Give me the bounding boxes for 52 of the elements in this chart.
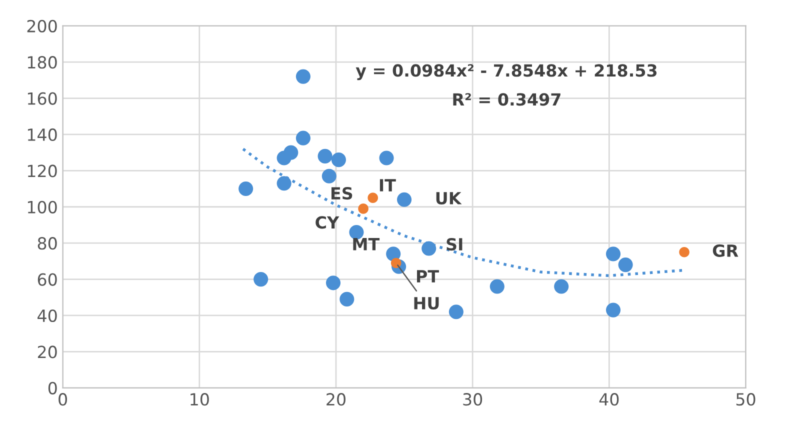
y-tick-label: 140	[28, 128, 57, 142]
annotation: HU	[414, 297, 439, 310]
x-tick-label: 30	[463, 393, 482, 406]
point	[554, 279, 569, 294]
point	[284, 145, 298, 160]
annotation: SI	[446, 238, 462, 251]
annotation: IT	[380, 179, 396, 192]
point	[349, 224, 364, 240]
point	[318, 148, 332, 164]
annotation: ES	[331, 187, 352, 200]
point	[254, 272, 268, 287]
x-tick-label: 10	[190, 393, 209, 406]
y-tick-label: 40	[38, 309, 57, 322]
x-tick-label: 50	[736, 393, 756, 406]
point	[296, 130, 310, 146]
point	[396, 192, 412, 207]
annotation: R² = 0.3497	[453, 93, 560, 106]
y-tick-label: 160	[28, 92, 57, 105]
y-tick-label: 200	[27, 20, 57, 32]
point	[368, 192, 378, 203]
point	[340, 292, 354, 306]
point	[322, 168, 336, 184]
y-tick-label: 20	[38, 346, 57, 358]
y-tick-label: 120	[28, 164, 57, 178]
point	[358, 204, 368, 214]
y-tick-label: 100	[28, 200, 57, 214]
annotation: CY	[316, 216, 340, 229]
point	[296, 69, 310, 84]
point	[331, 152, 346, 168]
point	[326, 276, 341, 290]
x-tick-label: 0	[58, 393, 67, 406]
y-tick-label: 0	[48, 382, 57, 394]
point	[422, 241, 436, 256]
point	[606, 302, 621, 318]
point	[276, 176, 292, 191]
x-tick-label: 20	[326, 393, 346, 406]
x-tick-label: 40	[599, 393, 619, 406]
point	[679, 246, 690, 258]
point	[618, 258, 633, 272]
point	[238, 181, 254, 196]
annotation: PT	[417, 270, 439, 282]
point	[490, 279, 504, 294]
annotation: y = 0.0984x² - 7.8548x + 218.53	[356, 64, 657, 80]
annotation: UK	[436, 192, 462, 204]
point	[379, 150, 394, 166]
y-tick-label: 180	[28, 56, 57, 69]
annotation: GR	[712, 244, 738, 257]
y-tick-label: 60	[38, 273, 57, 286]
point	[448, 304, 464, 320]
point	[606, 246, 621, 262]
y-tick-label: 80	[38, 237, 57, 250]
annotation: MT	[353, 238, 380, 250]
